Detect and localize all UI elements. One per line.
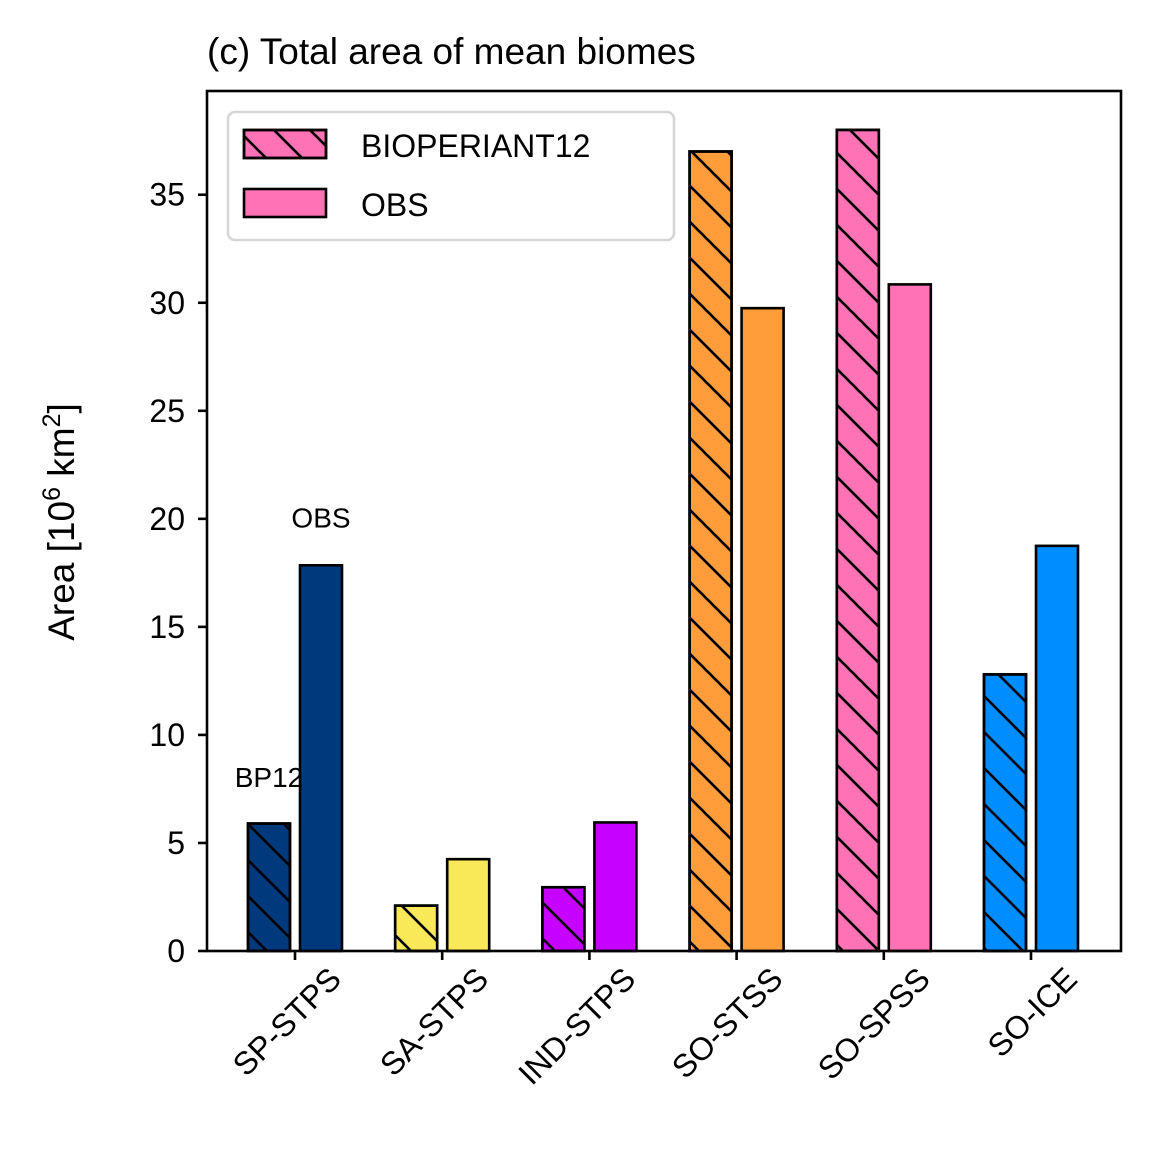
bars-group xyxy=(246,128,1080,953)
x-tick-label-so-ice: SO-ICE xyxy=(981,960,1084,1063)
legend-label-bioperiant12: BIOPERIANT12 xyxy=(361,128,590,164)
bar-obs-so-stss xyxy=(740,306,785,953)
legend-swatch-obs xyxy=(242,187,328,219)
y-axis-label-base: Area [10 xyxy=(41,501,82,641)
y-axis-ticks: 0 5 10 15 20 25 30 35 xyxy=(149,177,207,969)
y-tick-label: 35 xyxy=(149,177,185,213)
y-axis-label-unit: km xyxy=(41,427,82,487)
bar-hatch-bioperiant12-so-spss xyxy=(835,128,881,953)
annotation-obs: OBS xyxy=(291,502,350,533)
y-tick-label: 15 xyxy=(149,609,185,645)
x-tick-label-ind-stps: IND-STPS xyxy=(511,960,642,1091)
y-axis-label-exponent: 6 xyxy=(38,487,66,501)
legend-box xyxy=(226,110,676,242)
bar-hatch-bioperiant12-sa-stps xyxy=(393,904,439,953)
bar-hatch-bioperiant12-so-stss xyxy=(688,150,733,953)
bar-obs-so-ice xyxy=(1034,544,1080,953)
legend-entry-bioperiant12: BIOPERIANT12 xyxy=(242,128,590,164)
y-axis-label-unit-exponent: 2 xyxy=(38,413,66,427)
bar-hatch-bioperiant12-sp-stps xyxy=(246,822,292,953)
y-axis-label-end: ] xyxy=(41,403,82,413)
y-tick-label: 0 xyxy=(167,933,185,969)
legend-swatch-bioperiant12-hatch xyxy=(242,128,328,160)
bar-obs-sp-stps xyxy=(298,563,344,953)
annotation-bp12: BP12 xyxy=(235,762,304,793)
x-tick-label-so-spss: SO-SPSS xyxy=(811,960,937,1086)
y-tick-label: 20 xyxy=(149,501,185,537)
legend-entry-obs: OBS xyxy=(242,187,429,223)
bar-hatch-bioperiant12-ind-stps xyxy=(541,885,586,953)
bar-obs-ind-stps xyxy=(593,821,638,953)
bar-obs-sa-stps xyxy=(445,857,491,953)
chart-title: (c) Total area of mean biomes xyxy=(207,31,696,72)
y-tick-label: 10 xyxy=(149,717,185,753)
plot-frame xyxy=(205,89,1123,953)
bar-obs-so-spss xyxy=(887,283,933,953)
y-axis-label: Area [106 km2] xyxy=(38,403,82,641)
bar-hatch-bioperiant12-so-ice xyxy=(982,673,1028,953)
y-tick-label: 25 xyxy=(149,393,185,429)
annotations-group: BP12 OBS xyxy=(235,502,351,792)
y-tick-label: 5 xyxy=(167,825,185,861)
legend: BIOPERIANT12 OBS xyxy=(226,110,676,242)
x-axis-ticks: SP-STPS SA-STPS IND-STPS SO-STSS SO-SPSS SO-I… xyxy=(226,951,1084,1092)
x-tick-label-sp-stps: SP-STPS xyxy=(226,960,348,1082)
x-tick-label-sa-stps: SA-STPS xyxy=(373,960,495,1082)
legend-label-obs: OBS xyxy=(361,187,429,223)
x-tick-label-so-stss: SO-STSS xyxy=(665,960,790,1085)
y-tick-label: 30 xyxy=(149,285,185,321)
